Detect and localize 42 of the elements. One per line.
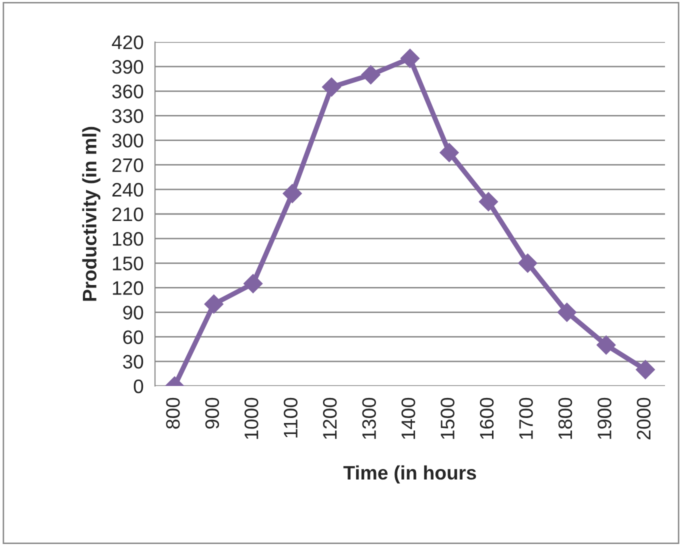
x-tick-label: 1200 <box>322 398 337 439</box>
y-tick-label: 120 <box>112 281 144 295</box>
x-tick-label: 900 <box>205 398 220 429</box>
y-tick-label: 210 <box>112 207 144 222</box>
y-tick-label: 270 <box>112 158 144 172</box>
x-tick-label: 1600 <box>480 398 494 439</box>
point <box>636 360 655 380</box>
y-tick-label: 150 <box>112 256 144 270</box>
x-tick-label: 1300 <box>362 398 376 439</box>
x-tick-label: 1800 <box>558 398 572 439</box>
point <box>478 192 498 212</box>
point <box>557 302 576 322</box>
x-tick-label: 1900 <box>598 398 612 439</box>
y-tick-label: 420 <box>112 35 144 50</box>
x-tick-label: 1700 <box>519 398 533 439</box>
y-tick-label: 30 <box>123 354 144 369</box>
y-axis-title: Productivity (in ml) <box>82 126 100 301</box>
point <box>244 274 263 294</box>
point <box>361 65 380 84</box>
x-tick-label: 1500 <box>440 398 454 439</box>
x-tick-label: 1100 <box>284 398 298 438</box>
point <box>204 294 224 314</box>
y-tick-label: 240 <box>112 182 144 197</box>
x-tick-label: 2000 <box>636 398 651 440</box>
x-tick-label: 800 <box>166 398 180 429</box>
y-tick-label: 0 <box>134 379 144 394</box>
x-tick-label: 1400 <box>401 398 416 439</box>
y-tick-label: 60 <box>123 330 144 344</box>
point <box>440 143 459 162</box>
x-axis-title: Time (in hours <box>343 465 476 484</box>
point <box>282 184 302 204</box>
y-tick-label: 360 <box>112 84 144 98</box>
y-tick-label: 180 <box>112 232 144 246</box>
point <box>322 78 342 97</box>
y-tick-label: 90 <box>123 306 144 320</box>
point <box>518 254 538 273</box>
x-tick-label: 1000 <box>244 398 258 439</box>
y-tick-label: 300 <box>112 134 144 148</box>
point <box>596 336 616 355</box>
point <box>400 48 420 68</box>
y-tick-label: 330 <box>112 109 144 123</box>
y-tick-label: 390 <box>112 60 144 74</box>
